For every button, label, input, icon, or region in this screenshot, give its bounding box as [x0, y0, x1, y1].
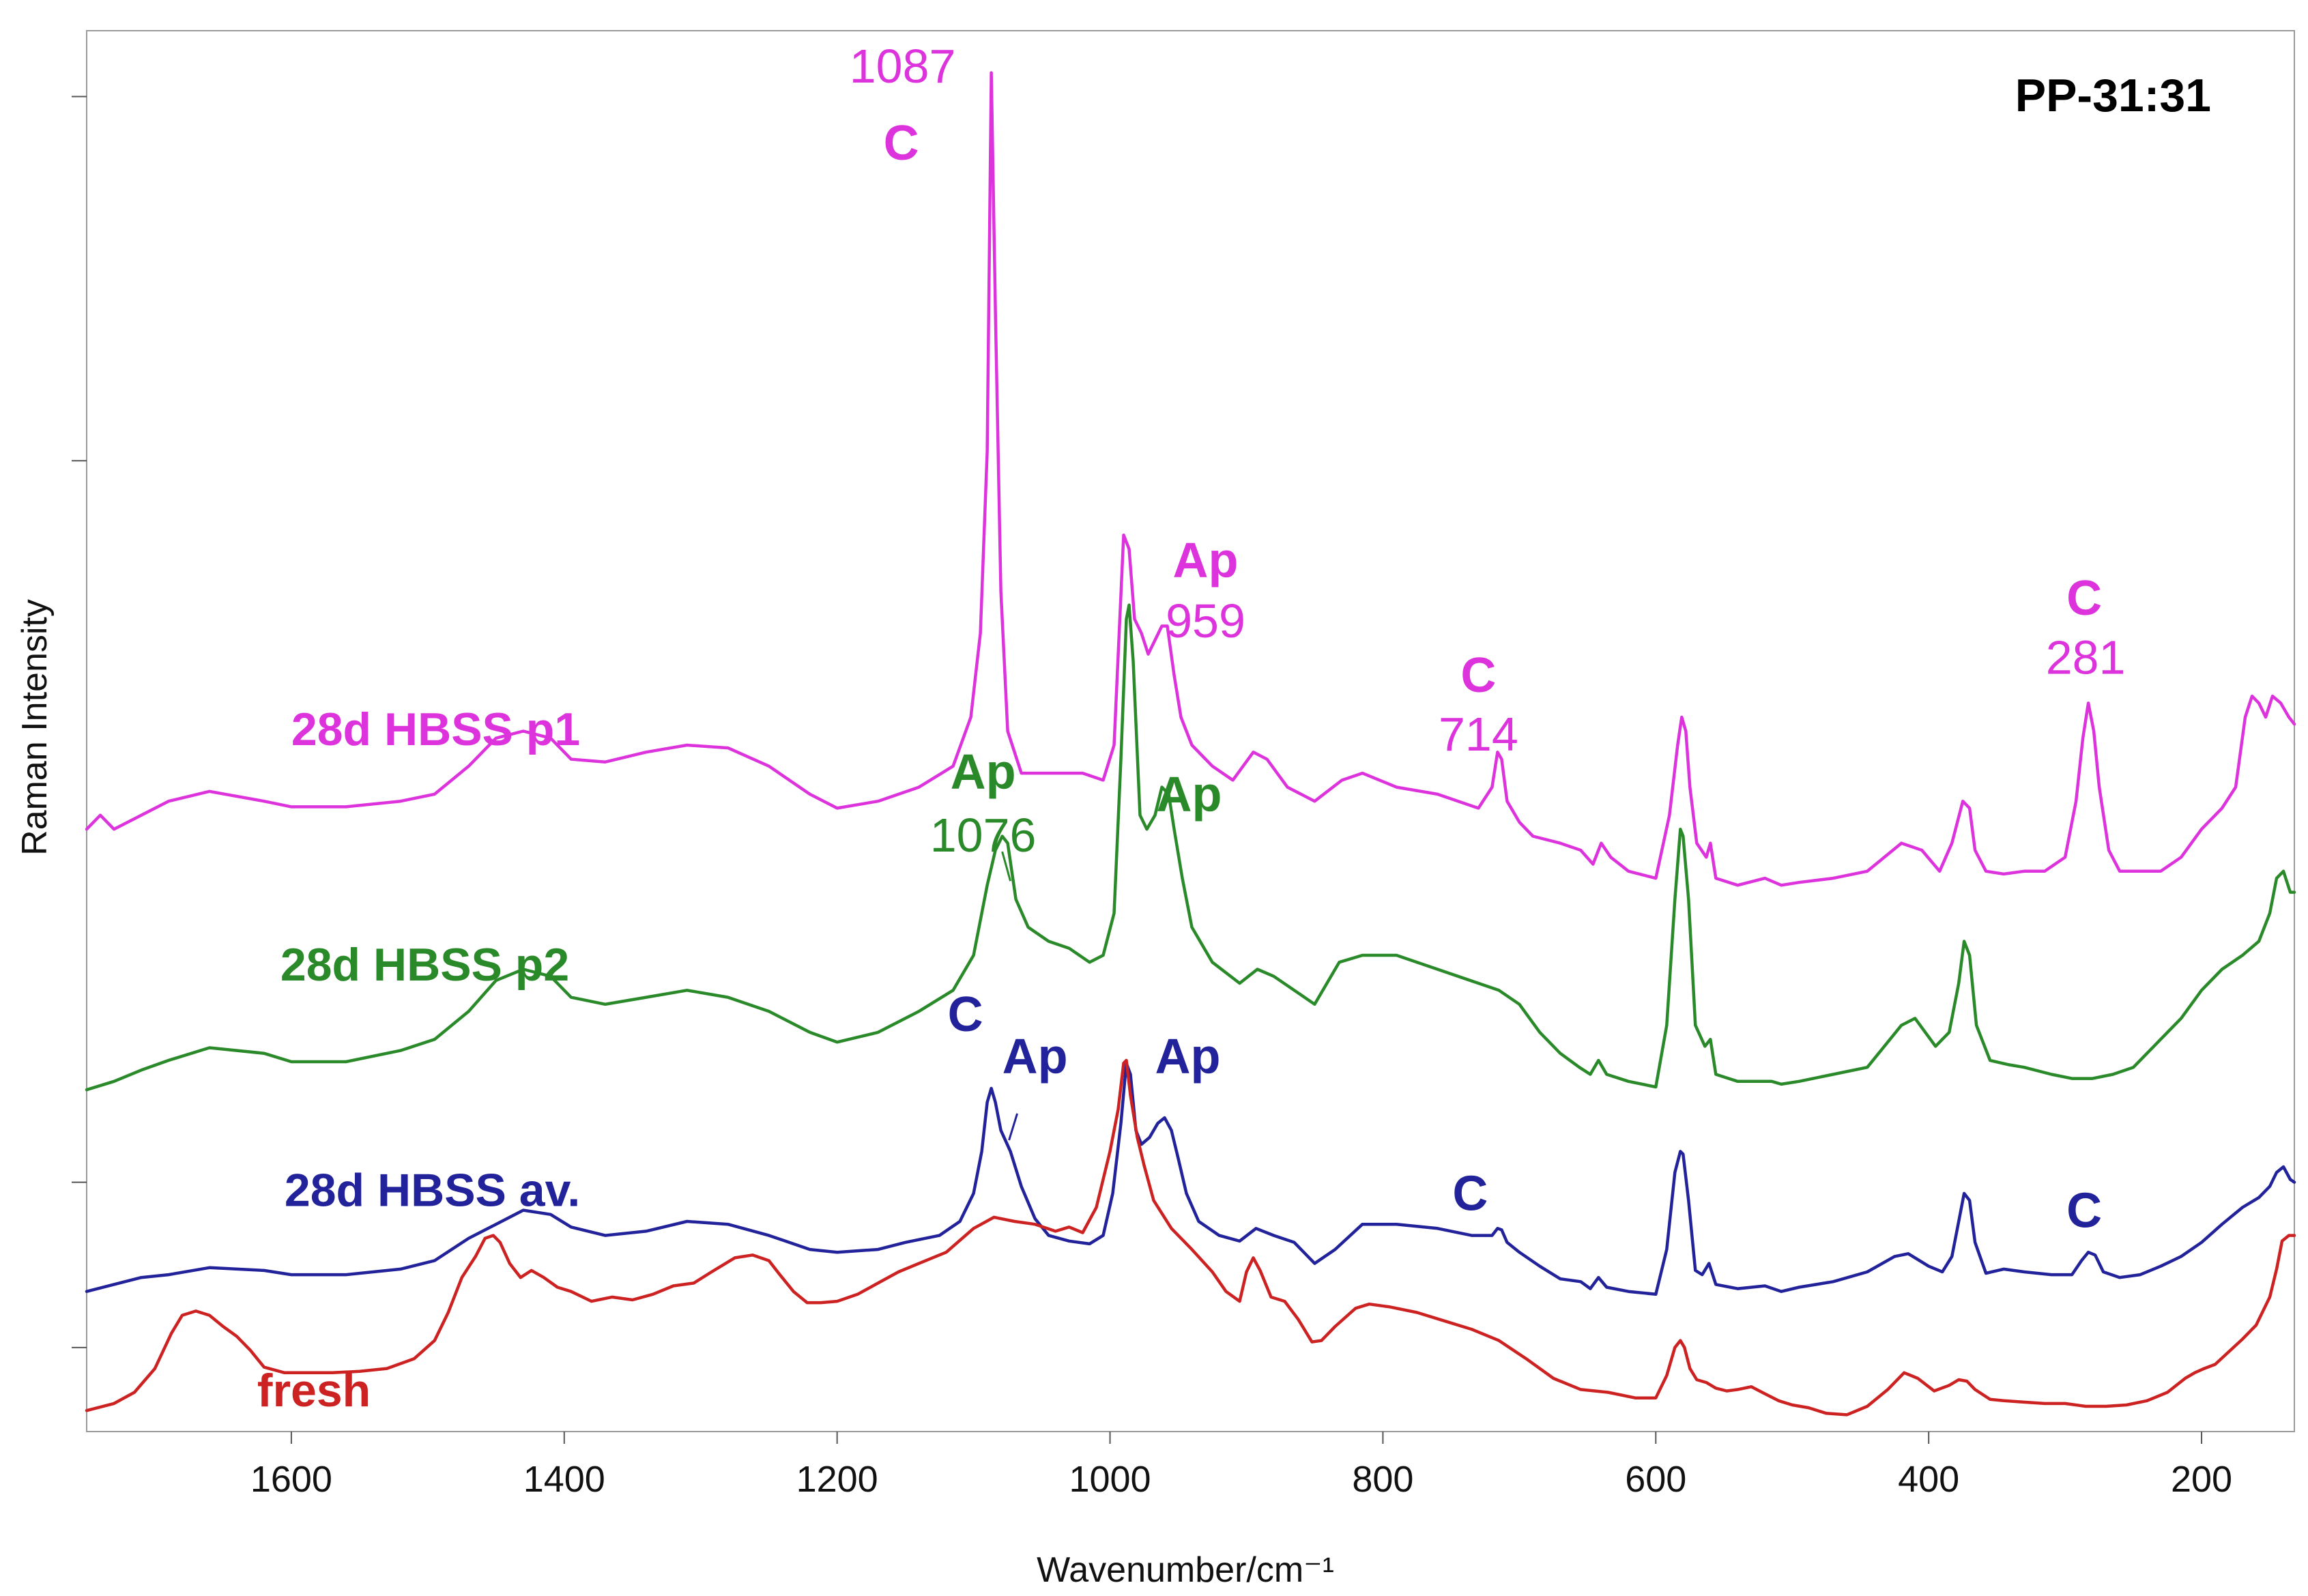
series-line-28d-hbss-p1	[85, 71, 2296, 887]
series-labels: 28d HBSS p1 28d HBSS p2 28d HBSS av. fresh	[257, 703, 580, 1417]
peak-annotation: 714	[1439, 708, 1518, 761]
peak-annotation: 1087	[850, 40, 956, 93]
y-axis-title: Raman Intensity	[15, 599, 55, 856]
y-axis-ticks	[72, 96, 87, 1348]
series-lines	[85, 71, 2296, 1417]
series-label: 28d HBSS av.	[285, 1164, 580, 1216]
x-tick-label: 600	[1625, 1459, 1686, 1500]
peak-annotation: 1076	[930, 809, 1037, 862]
plot-frame	[86, 30, 2295, 1432]
peak-annotation: Ap	[1173, 534, 1239, 588]
peak-annotation: C	[1452, 1167, 1488, 1221]
peak-annotation: C	[884, 116, 919, 171]
peak-annotation: C	[2066, 571, 2102, 626]
x-axis-ticks: 1600 1400 1200 1000 800 600 400 200	[250, 1432, 2232, 1500]
plot-border	[86, 30, 2295, 1432]
series-label: 28d HBSS p1	[291, 703, 580, 755]
x-tick-label: 800	[1352, 1459, 1413, 1500]
peak-annotation: Ap	[951, 745, 1016, 800]
peak-annotation: 281	[2046, 630, 2126, 684]
x-tick-label: 1200	[796, 1459, 878, 1500]
peak-annotation: Ap	[1155, 1029, 1221, 1084]
peak-annotation: Ap	[1002, 1029, 1068, 1084]
peak-annotation: C	[948, 987, 983, 1042]
series-label: 28d HBSS p2	[280, 939, 569, 991]
annotation-leaders	[1001, 851, 1019, 1141]
x-axis-title: Wavenumber/cm⁻¹	[1037, 1550, 1334, 1590]
x-tick-label: 400	[1898, 1459, 1959, 1500]
annotation-leader-line	[1008, 1113, 1019, 1141]
chart-title: PP-31:31	[2015, 70, 2211, 121]
x-tick-label: 1600	[250, 1459, 332, 1500]
x-tick-label: 200	[2171, 1459, 2232, 1500]
peak-annotation: 959	[1166, 594, 1245, 648]
peak-annotation: C	[2066, 1183, 2102, 1238]
series-label: fresh	[257, 1365, 371, 1417]
series-line-fresh	[85, 1058, 2296, 1417]
x-tick-label: 1400	[523, 1459, 605, 1500]
series-line-28d-hbss-p2	[85, 603, 2296, 1092]
peak-annotation: Ap	[1157, 768, 1222, 822]
peak-annotation: C	[1460, 648, 1496, 703]
series-line-28d-hbss-av	[85, 1061, 2296, 1296]
x-tick-label: 1000	[1069, 1459, 1151, 1500]
annotation-leader-line	[1001, 851, 1012, 882]
